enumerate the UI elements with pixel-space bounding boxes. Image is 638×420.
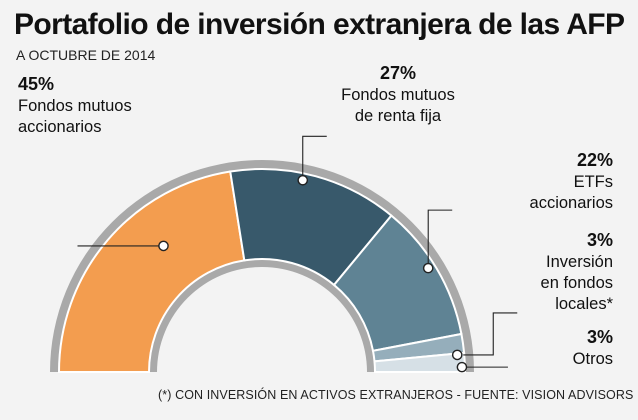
data-label-text: accionarios <box>18 118 101 136</box>
data-label-text: en fondos <box>541 274 613 292</box>
label-fondos-mutuos-renta-fija: 27% Fondos mutuos de renta fija <box>341 63 455 125</box>
slice-layer <box>57 168 467 373</box>
leader-line-inversion-fondos-locales <box>463 312 518 356</box>
data-label-text: Otros <box>573 350 613 368</box>
leader-line-etfs-accionarios <box>427 209 453 269</box>
data-label-percent: 3% <box>587 230 613 250</box>
marker-dot-inversion-fondos-locales <box>451 349 463 361</box>
chart-title: Portafolio de inversión extranjera de la… <box>14 8 625 41</box>
chart-subtitle: A OCTUBRE DE 2014 <box>16 47 156 63</box>
label-fondos-mutuos-accionarios: 45% Fondos mutuos accionarios <box>18 74 132 136</box>
marker-dot-fondos-mutuos-renta-fija <box>297 174 309 186</box>
data-label-percent: 27% <box>380 63 416 83</box>
label-etfs-accionarios: 22% ETFs accionarios <box>530 150 613 212</box>
data-label-text: locales* <box>555 295 613 313</box>
data-label-percent: 45% <box>18 74 54 94</box>
data-label-text: de renta fija <box>355 107 442 125</box>
data-label-text: accionarios <box>530 194 613 212</box>
label-layer: 45% Fondos mutuos accionarios 27% Fondos mut… <box>18 63 614 368</box>
data-label-text: Fondos mutuos <box>341 86 455 104</box>
data-label-text: ETFs <box>574 173 613 191</box>
data-label-percent: 3% <box>587 327 613 347</box>
slice-fondos-mutuos-accionarios <box>57 170 246 373</box>
label-inversion-fondos-locales: 3% Inversión en fondos locales* <box>541 230 614 313</box>
source-footnote: (*) CON INVERSIÓN EN ACTIVOS EXTRANJEROS… <box>158 388 634 402</box>
marker-dot-otros <box>456 361 468 373</box>
label-otros: 3% Otros <box>573 327 613 368</box>
data-label-text: Fondos mutuos <box>18 97 132 115</box>
leader-layer <box>77 135 518 373</box>
data-label-text: Inversión <box>546 253 613 271</box>
marker-dot-etfs-accionarios <box>422 262 434 274</box>
slice-otros <box>373 351 467 373</box>
marker-dot-fondos-mutuos-accionarios <box>158 240 169 252</box>
data-label-percent: 22% <box>577 150 613 170</box>
leader-line-fondos-mutuos-renta-fija <box>302 135 327 181</box>
